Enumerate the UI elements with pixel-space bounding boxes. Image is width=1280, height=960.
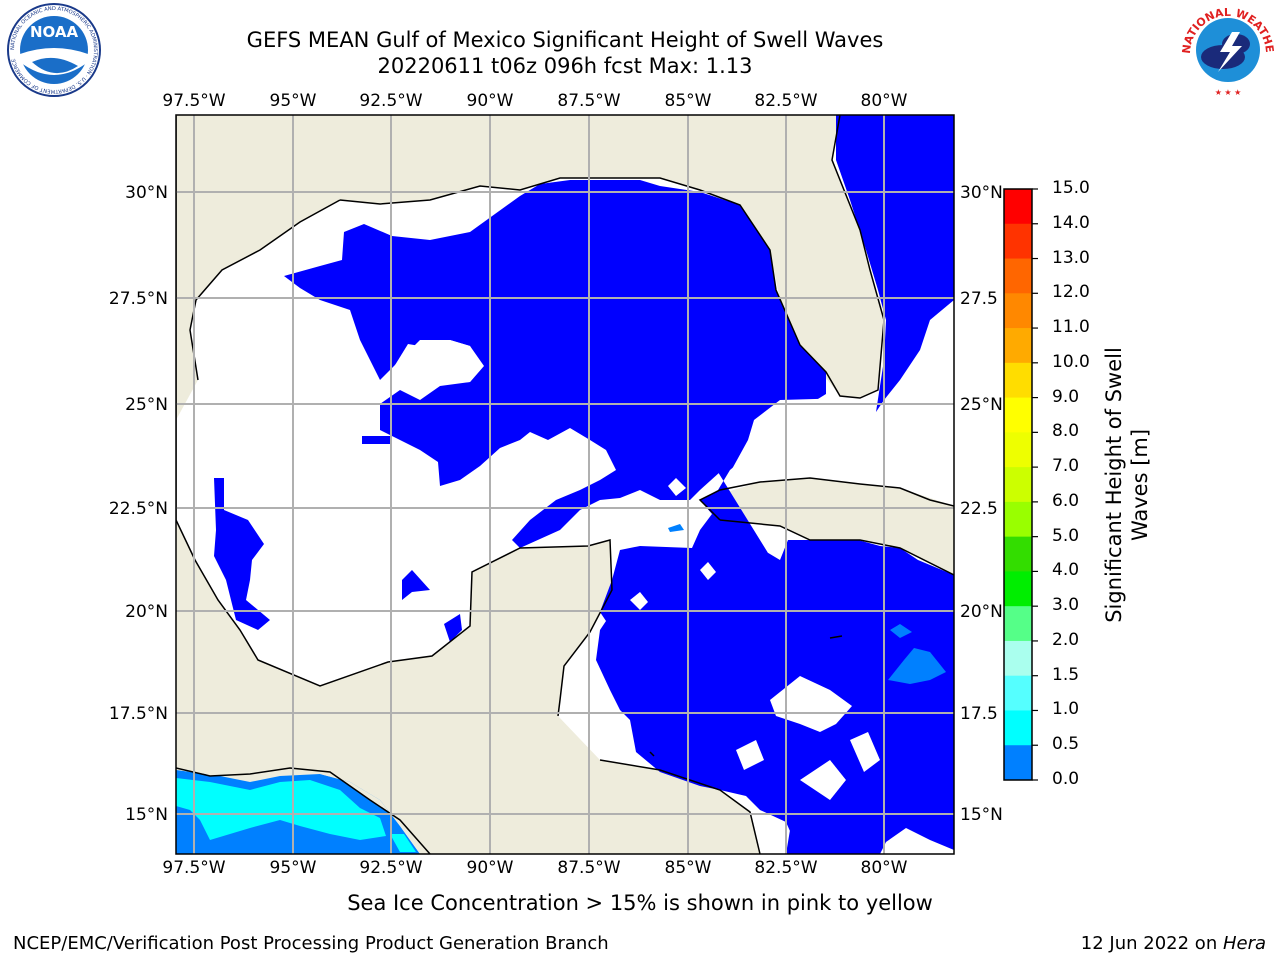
lat-label: 22.5°N xyxy=(109,499,168,519)
lat-labels-left: 30°N 27.5°N 25°N 22.5°N 20°N 17.5°N 15°N xyxy=(109,183,168,825)
colorbar-tick-label: 12.0 xyxy=(1052,282,1090,303)
colorbar-tick-label: 9.0 xyxy=(1052,386,1080,407)
lon-label: 85°W xyxy=(665,91,712,111)
colorbar-bin xyxy=(1004,606,1032,642)
lat-label: 22.5 xyxy=(960,499,998,519)
colorbar-bin xyxy=(1004,362,1032,399)
lon-label: 97.5°W xyxy=(162,858,225,878)
swell-region-low xyxy=(402,570,430,600)
lat-label: 15°N xyxy=(125,805,168,825)
colorbar-tick-label: 6.0 xyxy=(1052,490,1080,511)
colorbar-bin xyxy=(1004,571,1032,607)
lon-labels-top: 97.5°W 95°W 92.5°W 90°W 87.5°W 85°W 82.5… xyxy=(162,91,907,111)
lon-label: 85°W xyxy=(665,858,712,878)
noaa-logo: NOAA NATIONAL OCEANIC AND ATMOSPHERIC AD… xyxy=(7,3,101,97)
swell-region-low xyxy=(836,115,954,412)
lat-label: 27.5 xyxy=(960,289,998,309)
colorbar-bin xyxy=(1004,258,1032,294)
date-stamp: 12 Jun 2022 on Hera xyxy=(1080,933,1266,954)
colorbar-bin xyxy=(1004,397,1032,433)
lon-label: 80°W xyxy=(861,858,908,878)
lon-label: 87.5°W xyxy=(557,858,620,878)
graticule xyxy=(176,115,954,854)
lat-label: 25°N xyxy=(125,395,168,415)
lon-label: 82.5°W xyxy=(754,91,817,111)
map-title: GEFS MEAN Gulf of Mexico Significant Hei… xyxy=(246,28,884,52)
lon-label: 97.5°W xyxy=(162,91,225,111)
lon-label: 95°W xyxy=(270,91,317,111)
lon-label: 90°W xyxy=(467,91,514,111)
colorbar-bin xyxy=(1004,501,1032,538)
lon-label: 95°W xyxy=(270,858,317,878)
svg-text:★ ★ ★: ★ ★ ★ xyxy=(1215,88,1242,97)
colorbar-tick-label: 8.0 xyxy=(1052,421,1080,442)
lat-label: 15°N xyxy=(960,805,1003,825)
pacific-swell-high xyxy=(176,778,386,840)
colorbar-tick-label: 1.0 xyxy=(1052,699,1080,720)
coastlines xyxy=(176,115,954,854)
lon-label: 80°W xyxy=(861,91,908,111)
lat-label: 17.5 xyxy=(960,704,998,724)
map-panel xyxy=(176,115,954,854)
lat-label: 30°N xyxy=(125,183,168,203)
swell-region-mid xyxy=(668,524,684,532)
colorbar-tick-label: 10.0 xyxy=(1052,351,1090,372)
colorbar-bin xyxy=(1004,432,1032,468)
colorbar-tick-label: 4.0 xyxy=(1052,560,1080,581)
swell-region-low xyxy=(362,436,390,444)
lon-labels-bottom: 97.5°W 95°W 92.5°W 90°W 87.5°W 85°W 82.5… xyxy=(162,858,907,878)
lon-label: 82.5°W xyxy=(754,858,817,878)
credit-line: NCEP/EMC/Verification Post Processing Pr… xyxy=(13,933,609,954)
colorbar-bin xyxy=(1004,223,1032,260)
lon-label: 92.5°W xyxy=(359,858,422,878)
colorbar-bin xyxy=(1004,745,1032,781)
lat-label: 20°N xyxy=(960,602,1003,622)
colorbar-bin xyxy=(1004,189,1032,225)
lat-label: 20°N xyxy=(125,602,168,622)
swell-region-mid xyxy=(890,624,912,638)
colorbar-bin xyxy=(1004,536,1032,572)
colorbar-bin xyxy=(1004,640,1032,677)
lat-label: 27.5°N xyxy=(109,289,168,309)
map-subtitle: 20220611 t06z 096h fcst Max: 1.13 xyxy=(377,54,753,78)
colorbar-bin xyxy=(1004,328,1032,364)
swell-region-low xyxy=(284,184,810,548)
colorbar-tick-label: 15.0 xyxy=(1052,178,1090,198)
colorbar-tick-label: 14.0 xyxy=(1052,212,1090,233)
colorbar-frame xyxy=(1003,188,1033,781)
colorbar-bin xyxy=(1004,467,1032,503)
colorbar-tick-label: 0.5 xyxy=(1052,734,1080,755)
colorbar-tick-label: 2.0 xyxy=(1052,629,1080,650)
pacific-swell-high xyxy=(390,834,416,852)
colorbar xyxy=(1003,188,1038,781)
colorbar-bin xyxy=(1004,293,1032,329)
colorbar-tick-label: 3.0 xyxy=(1052,595,1080,616)
lat-label: 30°N xyxy=(960,183,1003,203)
sea-ice-note: Sea Ice Concentration > 15% is shown in … xyxy=(347,891,933,915)
colorbar-bin xyxy=(1004,710,1032,746)
lon-label: 87.5°W xyxy=(557,91,620,111)
lat-label: 17.5°N xyxy=(109,704,168,724)
colorbar-tick-label: 13.0 xyxy=(1052,247,1090,268)
svg-text:NOAA: NOAA xyxy=(30,23,79,41)
colorbar-bin xyxy=(1004,675,1032,711)
lon-label: 90°W xyxy=(467,858,514,878)
colorbar-tick-label: 5.0 xyxy=(1052,525,1080,546)
swell-region-low xyxy=(214,478,270,630)
nws-logo: NATIONAL WEATHER SERVICE ★ ★ ★ xyxy=(1178,2,1276,97)
colorbar-tick-label: 7.0 xyxy=(1052,456,1080,477)
lat-labels-right: 30°N 27.5 25°N 22.5 20°N 17.5 15°N xyxy=(960,183,1003,825)
colorbar-tick-label: 11.0 xyxy=(1052,317,1090,338)
colorbar-tick-label: 1.5 xyxy=(1052,664,1080,685)
swell-region-low xyxy=(444,614,462,642)
colorbar-tick-label: 0.0 xyxy=(1052,769,1080,789)
map-frame xyxy=(175,114,955,855)
swell-region-mid xyxy=(888,648,946,684)
lon-label: 92.5°W xyxy=(359,91,422,111)
colorbar-title: Significant Height of Swell Waves [m] xyxy=(1102,347,1152,623)
lat-label: 25°N xyxy=(960,395,1003,415)
